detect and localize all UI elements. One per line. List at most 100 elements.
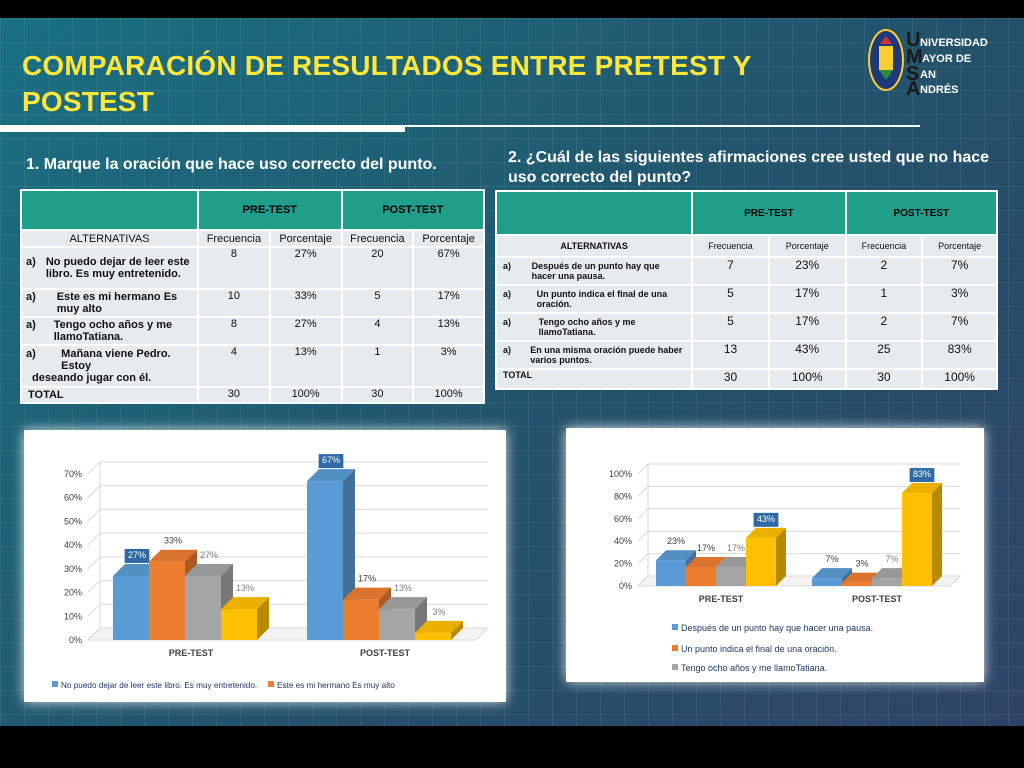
bar-top	[686, 556, 726, 567]
post-frequency: 2	[844, 256, 924, 286]
post-frequency: 4	[340, 316, 415, 346]
y-tick-label: 80%	[614, 491, 632, 501]
row-text: Tengo ocho años y me llamoTatiana.	[538, 317, 636, 337]
data-label: 43%	[757, 514, 775, 524]
header-empty	[19, 189, 200, 231]
data-label: 67%	[322, 455, 340, 465]
post-frequency: 1	[340, 344, 415, 388]
pre-percentage: 43%	[767, 340, 847, 370]
table-row: a) Un punto indica el final de una oració…	[494, 284, 998, 314]
post-percentage: 7%	[921, 256, 998, 286]
bar-top	[415, 620, 463, 633]
header-alternatives: ALTERNATIVAS	[494, 234, 694, 258]
header-percentage: Porcentaje	[412, 229, 485, 248]
bar	[307, 481, 343, 640]
bar	[872, 578, 902, 586]
x-tick-label: POST-TEST	[852, 594, 903, 604]
bar-side	[257, 597, 269, 640]
bar	[902, 493, 932, 586]
post-frequency: 5	[340, 288, 415, 318]
bar-top	[343, 587, 391, 600]
row-text: Un punto indica el final de una oración.	[536, 289, 668, 309]
chart-2: 0% 20% 40% 60% 80% 100% 23% 17% 17% 43% PRE-TEST 7%…	[609, 463, 962, 694]
pre-frequency: 4	[197, 344, 271, 388]
legend-entry: Tengo ocho años y me llamoTatiana.	[681, 663, 827, 673]
row-text: En una misma oración puede haber varios …	[530, 345, 683, 365]
header-frequency: Frecuencia	[340, 229, 415, 248]
header-post-test: POST-TEST	[340, 189, 485, 231]
pre-percentage: 13%	[268, 344, 343, 388]
logo-line-2: AYOR DE	[922, 53, 971, 65]
bar	[221, 609, 257, 640]
bar	[656, 560, 686, 586]
total-row: TOTAL 30 100% 30 100%	[494, 368, 998, 390]
pre-frequency: 7	[691, 256, 770, 286]
gridline	[87, 603, 101, 617]
pre-frequency: 13	[691, 340, 770, 370]
pre-frequency: 10	[197, 288, 271, 318]
question-2-title: 2. ¿Cuál de las siguientes afirmaciones …	[508, 149, 990, 186]
bar-side	[776, 527, 786, 586]
row-label: a)	[26, 256, 36, 268]
university-logo: U NIVERSIDAD M AYOR DE S AN A NDRÉS	[868, 29, 988, 96]
row-alternative: a) Tengo ocho años y me llamoTatiana.	[19, 316, 200, 346]
total-label: TOTAL	[19, 386, 200, 404]
data-label-box	[753, 512, 779, 527]
pre-frequency: 8	[197, 316, 271, 346]
y-tick-label: 0%	[69, 635, 82, 645]
x-tick-label: POST-TEST	[360, 648, 411, 658]
pre-frequency-total: 30	[197, 386, 271, 404]
post-percentage-total: 100%	[921, 368, 998, 390]
post-percentage: 3%	[412, 344, 485, 388]
gridline	[637, 575, 649, 587]
y-tick-label: 20%	[64, 588, 82, 598]
chart-2-panel: 0% 20% 40% 60% 80% 100% 23% 17% 17% 43% PRE-TEST 7%…	[566, 428, 984, 694]
row-alternative: a) Este es mi hermano Es muy alto	[19, 288, 200, 318]
legend-entry: Después de un punto hay que hacer una pa…	[681, 623, 873, 633]
bar-top	[221, 597, 269, 610]
bar	[185, 575, 221, 640]
table-row: a) Tengo ocho años y me llamoTatiana. 5 1…	[494, 312, 998, 342]
header-frequency: Frecuencia	[197, 229, 271, 248]
data-label: 3%	[432, 607, 445, 617]
post-percentage: 67%	[412, 246, 485, 290]
pre-percentage: 27%	[268, 246, 343, 290]
header-pre-test: PRE-TEST	[691, 190, 847, 236]
pre-percentage-total: 100%	[268, 386, 343, 404]
row-text-extra: deseando jugar con él.	[32, 372, 152, 384]
question-1-table: PRE-TEST POST-TEST ALTERNATIVAS Frecuenc…	[19, 189, 485, 404]
bar	[716, 566, 746, 586]
bar	[812, 578, 842, 586]
legend-swatch	[52, 681, 58, 687]
header-percentage: Porcentaje	[268, 229, 343, 248]
row-alternative: a) En una misma oración puede haber vario…	[494, 340, 694, 370]
row-label: a)	[503, 317, 512, 327]
logo-letter-s: S	[906, 63, 919, 85]
data-label: 17%	[727, 543, 745, 553]
chart-1: 0% 10% 20% 30% 40% 50% 60% 70% 27% 33% 27% 13% PRE-T…	[52, 454, 490, 711]
post-frequency: 2	[844, 312, 924, 342]
data-label: 23%	[667, 536, 685, 546]
bar	[343, 599, 379, 640]
header-post-test: POST-TEST	[844, 190, 999, 236]
legend-swatch	[268, 681, 274, 687]
pre-percentage: 23%	[767, 256, 847, 286]
post-frequency: 20	[340, 246, 415, 290]
row-alternative: a) Después de un punto hay que hacer una …	[494, 256, 694, 286]
y-tick-label: 20%	[614, 559, 632, 569]
row-text: No puedo dejar de leer este libro. Es mu…	[45, 256, 190, 280]
pre-percentage-total: 100%	[767, 368, 847, 390]
data-label: 27%	[128, 550, 146, 560]
title-underline-bar	[0, 126, 405, 132]
pre-percentage: 33%	[268, 288, 343, 318]
header-alternatives: ALTERNATIVAS	[19, 229, 200, 248]
pre-frequency-total: 30	[691, 368, 770, 390]
gridline	[637, 463, 649, 475]
row-text: Después de un punto hay que hacer una pa…	[531, 261, 660, 281]
gridline	[87, 461, 101, 475]
legend-entry: Un punto indica el final de una oración.	[681, 644, 837, 654]
pre-frequency: 5	[691, 284, 770, 314]
title-underline	[0, 125, 920, 127]
legend-swatch	[672, 624, 678, 630]
table-row: a) Mañana viene Pedro. Estoy deseando juga…	[19, 344, 485, 388]
